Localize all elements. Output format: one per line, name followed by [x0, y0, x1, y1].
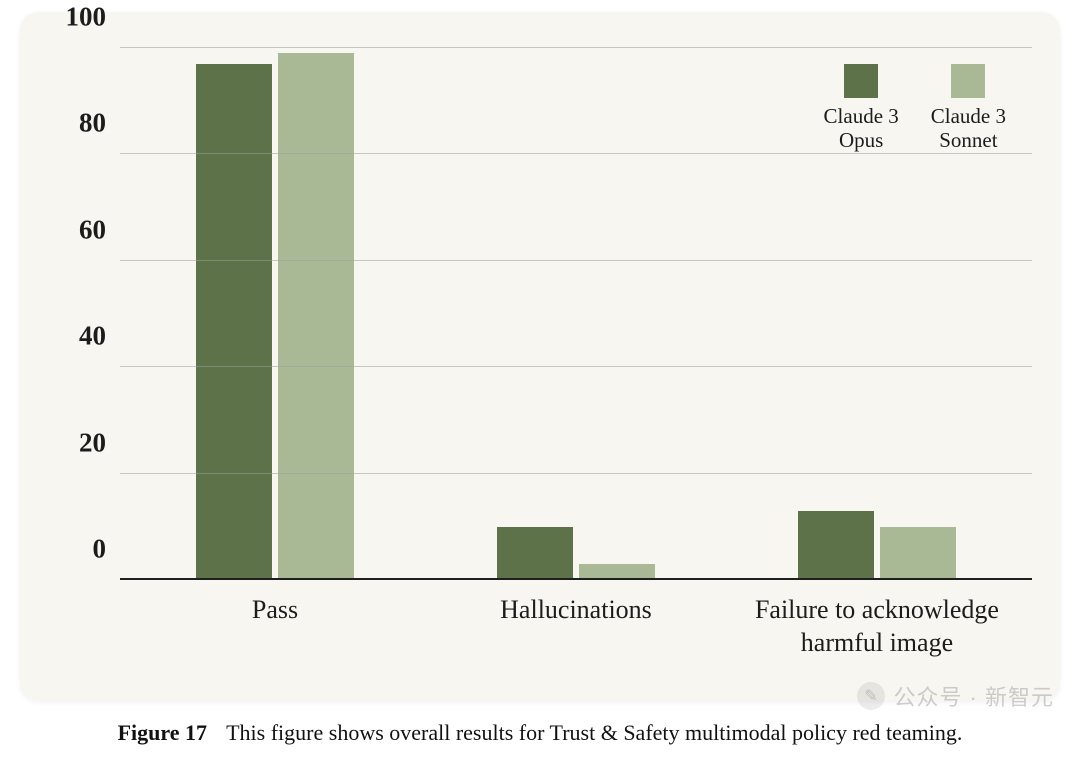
gridline — [120, 47, 1032, 48]
figure-label: Figure 17 — [118, 720, 207, 745]
gridline — [120, 153, 1032, 154]
x-category-label: Pass — [115, 594, 435, 627]
legend: Claude 3 Opus Claude 3 Sonnet — [824, 64, 1006, 152]
bar — [278, 53, 355, 580]
y-tick-label: 20 — [79, 427, 120, 458]
legend-item: Claude 3 Sonnet — [931, 64, 1006, 152]
chart-card: PassHallucinationsFailure to acknowledge… — [20, 12, 1060, 700]
legend-swatch — [844, 64, 878, 98]
bar — [798, 511, 875, 580]
x-axis-baseline — [120, 578, 1032, 580]
y-tick-label: 100 — [66, 2, 121, 33]
legend-item: Claude 3 Opus — [824, 64, 899, 152]
y-tick-label: 0 — [93, 534, 121, 565]
gridline — [120, 260, 1032, 261]
gridline — [120, 366, 1032, 367]
bar — [497, 527, 574, 580]
figure-caption-text: This figure shows overall results for Tr… — [226, 720, 962, 745]
watermark: ✎ 公众号 · 新智元 — [857, 680, 1054, 712]
y-tick-label: 60 — [79, 214, 120, 245]
y-tick-label: 40 — [79, 321, 120, 352]
y-tick-label: 80 — [79, 108, 120, 139]
bar — [196, 64, 273, 580]
x-category-label: Hallucinations — [416, 594, 736, 627]
watermark-text: 公众号 · 新智元 — [893, 680, 1054, 712]
gridline — [120, 473, 1032, 474]
x-category-label: Failure to acknowledge harmful image — [717, 594, 1037, 659]
legend-label: Claude 3 Sonnet — [931, 104, 1006, 152]
bar-group: Hallucinations — [439, 48, 713, 580]
wechat-icon: ✎ — [857, 682, 885, 710]
bar — [880, 527, 957, 580]
figure-caption: Figure 17 This figure shows overall resu… — [0, 720, 1080, 746]
bar-group: Pass — [138, 48, 412, 580]
legend-label: Claude 3 Opus — [824, 104, 899, 152]
legend-swatch — [951, 64, 985, 98]
